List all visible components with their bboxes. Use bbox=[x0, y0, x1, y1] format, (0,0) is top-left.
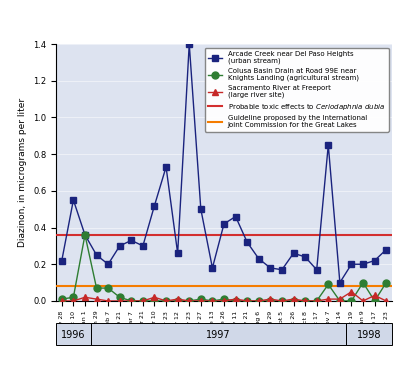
Y-axis label: Diazinon, in micrograms per liter: Diazinon, in micrograms per liter bbox=[18, 98, 28, 247]
Legend: Arcade Creek near Del Paso Heights
(urban stream), Colusa Basin Drain at Road 99: Arcade Creek near Del Paso Heights (urba… bbox=[205, 47, 388, 132]
Text: 1997: 1997 bbox=[206, 330, 230, 340]
Text: 1996: 1996 bbox=[61, 330, 86, 340]
Text: 1998: 1998 bbox=[356, 330, 381, 340]
FancyBboxPatch shape bbox=[346, 323, 392, 345]
FancyBboxPatch shape bbox=[91, 323, 346, 345]
FancyBboxPatch shape bbox=[56, 323, 91, 345]
